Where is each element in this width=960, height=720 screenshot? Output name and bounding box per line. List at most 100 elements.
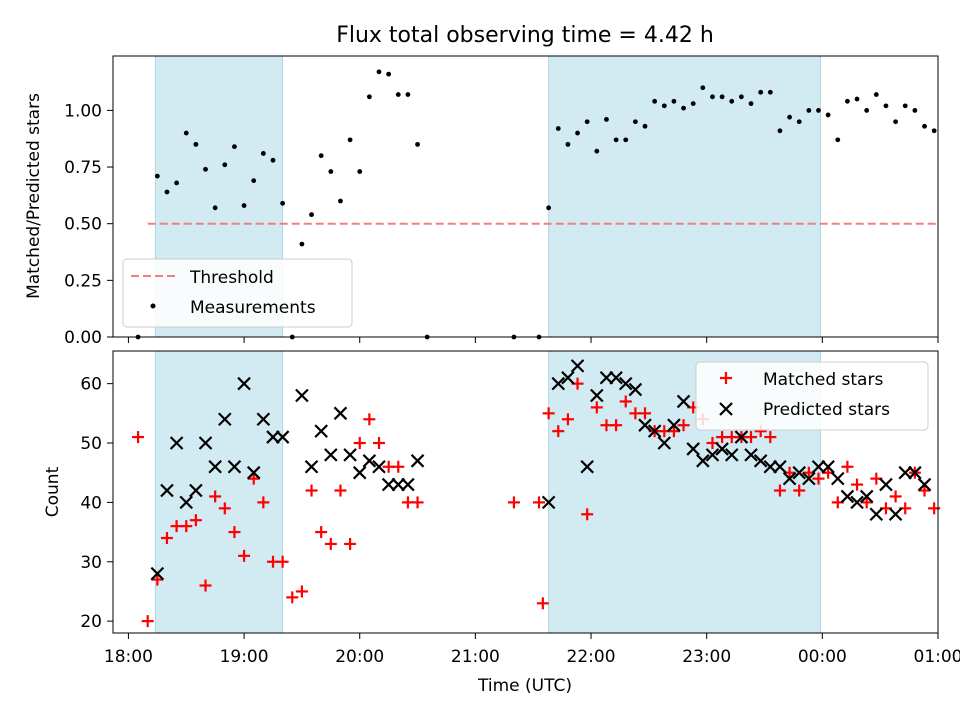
- predicted-stars-points: [150, 359, 932, 581]
- predicted-star-point: [381, 477, 396, 492]
- measurement-point: [594, 148, 600, 154]
- predicted-star-point: [179, 495, 194, 510]
- measurement-point: [787, 114, 792, 120]
- predicted-star-point: [599, 370, 614, 385]
- chart-title: Flux total observing time = 4.42 h: [336, 23, 714, 48]
- bottom-axes-frame: [112, 350, 939, 634]
- measurement-point: [681, 105, 686, 111]
- measurement-point: [546, 205, 552, 211]
- measurement-point: [912, 107, 918, 113]
- measurement-point: [729, 98, 735, 104]
- predicted-star-point: [266, 430, 280, 444]
- matched-star-point: [677, 419, 690, 432]
- measurement-point: [883, 103, 889, 109]
- legend-measurements-swatch: [150, 303, 156, 309]
- matched-star-point: [199, 579, 212, 592]
- matched-star-point: [141, 615, 154, 628]
- predicted-star-point: [802, 471, 816, 486]
- measurement-point: [309, 212, 314, 218]
- bottom-legend: Matched stars Predicted stars: [695, 361, 929, 431]
- predicted-star-point: [792, 465, 806, 480]
- predicted-star-point: [314, 424, 328, 438]
- predicted-star-point: [773, 459, 787, 474]
- matched-star-point: [334, 484, 347, 497]
- matched-star-point: [552, 425, 565, 438]
- measurement-point: [164, 189, 170, 195]
- measurement-point: [796, 119, 802, 125]
- predicted-star-point: [256, 412, 271, 427]
- matched-star-point: [619, 395, 632, 408]
- matched-star-point: [392, 460, 405, 473]
- predicted-star-point: [888, 507, 903, 522]
- predicted-star-point: [391, 477, 406, 492]
- x-axis-label: Time (UTC): [477, 676, 572, 696]
- bottom-y-tick-label: 40: [80, 493, 102, 513]
- matched-star-point: [411, 496, 424, 509]
- predicted-star-point: [275, 430, 290, 444]
- x-tick-label: 19:00: [220, 647, 269, 667]
- predicted-star-point: [160, 483, 174, 498]
- predicted-star-point: [715, 442, 729, 456]
- predicted-star-point: [724, 448, 739, 462]
- measurement-point: [652, 98, 658, 104]
- measurement-point: [931, 128, 937, 134]
- measurement-point: [825, 112, 831, 118]
- predicted-star-point: [227, 459, 242, 474]
- top-y-tick-label: 0.00: [64, 328, 102, 348]
- matched-star-point: [590, 401, 603, 414]
- measurement-point: [902, 103, 908, 109]
- measurement-point: [748, 101, 754, 106]
- matched-star-point: [315, 526, 328, 539]
- predicted-star-point: [541, 495, 556, 510]
- matched-star-point: [344, 537, 357, 550]
- measurement-point: [203, 166, 208, 172]
- matched-star-point: [160, 532, 173, 545]
- measurement-point: [241, 203, 247, 208]
- predicted-star-point: [570, 359, 585, 373]
- measurement-point: [366, 94, 372, 100]
- measurement-point: [338, 198, 343, 204]
- measurement-point: [193, 141, 199, 147]
- predicted-star-point: [333, 406, 348, 421]
- matched-star-point: [667, 425, 680, 438]
- predicted-star-point: [850, 495, 864, 510]
- predicted-star-point: [744, 448, 758, 462]
- matched-star-point: [238, 549, 251, 562]
- measurement-point: [584, 119, 590, 125]
- predicted-star-point: [410, 454, 425, 468]
- shaded-span-1: [154, 350, 284, 634]
- predicted-star-point: [198, 436, 213, 450]
- top-y-tick-label: 0.25: [64, 271, 102, 291]
- predicted-star-point: [753, 454, 768, 468]
- legend-predicted-label: Predicted stars: [763, 400, 890, 420]
- top-y-axis-label: Matched/Predicted stars: [24, 93, 44, 299]
- matched-star-point: [610, 419, 623, 432]
- predicted-star-point: [150, 566, 165, 581]
- predicted-star-point: [237, 376, 251, 391]
- legend-matched-label: Matched stars: [763, 370, 883, 390]
- predicted-star-point: [218, 412, 232, 427]
- predicted-star-point: [657, 436, 672, 450]
- predicted-star-point: [908, 465, 922, 480]
- measurement-point: [318, 153, 324, 159]
- measurement-point: [845, 98, 850, 104]
- matched-star-point: [536, 597, 549, 610]
- matched-star-point: [218, 502, 231, 515]
- predicted-star-point: [667, 418, 681, 432]
- predicted-star-point: [628, 382, 643, 397]
- predicted-star-point: [362, 454, 377, 468]
- predicted-star-point: [324, 448, 338, 462]
- measurement-point: [251, 178, 257, 184]
- measurement-point: [719, 94, 725, 100]
- matched-star-point: [295, 585, 308, 598]
- predicted-star-point: [169, 436, 184, 450]
- matched-star-point: [561, 413, 574, 426]
- measurement-point: [347, 137, 353, 143]
- predicted-star-point: [859, 489, 874, 504]
- x-tick-label: 18:00: [104, 647, 153, 667]
- predicted-star-point: [561, 370, 575, 385]
- predicted-star-point: [840, 489, 855, 504]
- measurement-point: [415, 141, 420, 147]
- predicted-star-point: [734, 430, 749, 444]
- measurement-point: [806, 107, 812, 113]
